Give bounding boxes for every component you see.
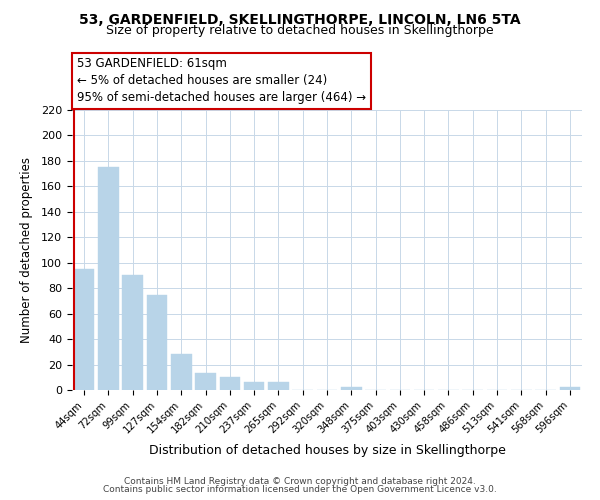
- Bar: [560, 388, 580, 390]
- Bar: [244, 382, 265, 390]
- Text: 53, GARDENFIELD, SKELLINGTHORPE, LINCOLN, LN6 5TA: 53, GARDENFIELD, SKELLINGTHORPE, LINCOLN…: [79, 12, 521, 26]
- Bar: [146, 294, 167, 390]
- Text: Size of property relative to detached houses in Skellingthorpe: Size of property relative to detached ho…: [106, 24, 494, 37]
- Text: 53 GARDENFIELD: 61sqm
← 5% of detached houses are smaller (24)
95% of semi-detac: 53 GARDENFIELD: 61sqm ← 5% of detached h…: [77, 58, 366, 104]
- Bar: [74, 269, 94, 390]
- Bar: [195, 374, 216, 390]
- Y-axis label: Number of detached properties: Number of detached properties: [20, 157, 32, 343]
- Text: Contains HM Land Registry data © Crown copyright and database right 2024.: Contains HM Land Registry data © Crown c…: [124, 477, 476, 486]
- Bar: [122, 276, 143, 390]
- Bar: [268, 382, 289, 390]
- X-axis label: Distribution of detached houses by size in Skellingthorpe: Distribution of detached houses by size …: [149, 444, 505, 456]
- Bar: [220, 378, 240, 390]
- Bar: [171, 354, 191, 390]
- Text: Contains public sector information licensed under the Open Government Licence v3: Contains public sector information licen…: [103, 485, 497, 494]
- Bar: [98, 168, 119, 390]
- Bar: [341, 388, 362, 390]
